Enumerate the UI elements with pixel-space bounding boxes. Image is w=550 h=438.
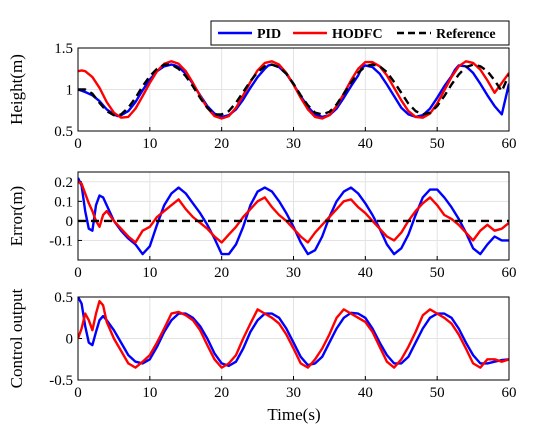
x-tick-label: 40 (358, 265, 373, 281)
y-tick-label: 0 (66, 214, 74, 230)
x-axis-label: Time(s) (267, 405, 320, 424)
x-tick-label: 10 (142, 385, 157, 401)
y-tick-label: 0.2 (54, 175, 73, 191)
series-line-pid (78, 177, 509, 256)
x-tick-label: 60 (502, 136, 517, 152)
x-tick-label: 10 (142, 265, 157, 281)
x-tick-label: 40 (358, 136, 373, 152)
y-tick-label: 0.5 (54, 290, 73, 306)
x-tick-label: 10 (142, 136, 157, 152)
y-axis-label: Height(m) (7, 54, 26, 125)
x-tick-label: 20 (214, 265, 229, 281)
x-tick-label: 0 (74, 385, 82, 401)
axes-frame (77, 171, 510, 261)
legend: PID HODFC Reference (210, 20, 510, 46)
series-line-pid (78, 297, 509, 368)
legend-label-hodfc: HODFC (332, 27, 383, 42)
axes-frame (77, 296, 510, 381)
x-tick-label: 20 (214, 385, 229, 401)
panel-1: 0 10 20 30 40 50 60 0.5 1 1.5 Height(m) (7, 41, 517, 152)
y-tick-label: -0.1 (49, 233, 73, 249)
x-tick-label: 50 (430, 136, 445, 152)
x-tick-label: 0 (74, 265, 82, 281)
series-line-reference (78, 63, 509, 117)
x-tick-label: 40 (358, 385, 373, 401)
legend-label-reference: Reference (436, 27, 496, 42)
y-axis-label: Control output (7, 288, 26, 388)
y-tick-label: 1 (66, 83, 74, 99)
x-tick-label: 50 (430, 265, 445, 281)
y-tick-label: 0.1 (54, 194, 73, 210)
series-line-hodfc (78, 180, 509, 244)
series-line-hodfc (78, 60, 509, 120)
y-tick-label: -0.5 (49, 373, 73, 389)
x-tick-label: 60 (502, 265, 517, 281)
legend-label-pid: PID (257, 27, 281, 42)
series-line-hodfc (78, 299, 509, 369)
x-tick-label: 30 (286, 136, 301, 152)
panels: 0 10 20 30 40 50 60 0.5 1 1.5 Height(m) 0 10 20 30 40 50… (7, 41, 517, 401)
x-tick-label: 60 (502, 385, 517, 401)
y-tick-label: 0 (66, 332, 74, 348)
x-tick-label: 20 (214, 136, 229, 152)
x-tick-label: 30 (286, 265, 301, 281)
x-tick-label: 0 (74, 136, 82, 152)
x-tick-label: 30 (286, 385, 301, 401)
y-tick-label: 0.5 (54, 124, 73, 140)
x-tick-label: 50 (430, 385, 445, 401)
y-tick-label: 1.5 (54, 41, 73, 57)
axes-frame (77, 47, 510, 132)
y-axis-label: Error(m) (7, 186, 26, 246)
legend-box (210, 20, 510, 46)
